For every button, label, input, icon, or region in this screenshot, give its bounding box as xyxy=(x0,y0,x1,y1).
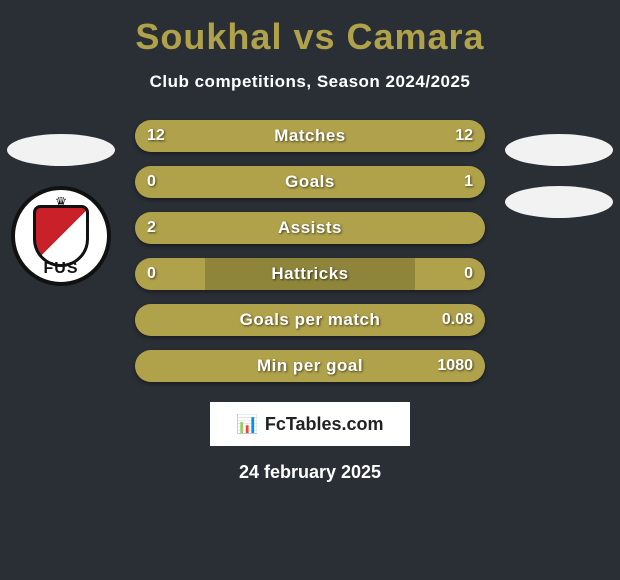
stat-label: Min per goal xyxy=(135,350,485,382)
stat-value-right: 0 xyxy=(464,258,473,290)
snapshot-date: 24 february 2025 xyxy=(0,462,620,483)
stat-value-right: 1080 xyxy=(437,350,473,382)
stat-row: 0Goals1 xyxy=(135,166,485,198)
stat-row: 0Hattricks0 xyxy=(135,258,485,290)
stats-area: ♛ FUS 12Matches120Goals12Assists0Hattric… xyxy=(0,120,620,382)
stat-row: 12Matches12 xyxy=(135,120,485,152)
stat-label: Goals xyxy=(135,166,485,198)
stat-row: Min per goal1080 xyxy=(135,350,485,382)
stat-value-right: 12 xyxy=(455,120,473,152)
stat-label: Matches xyxy=(135,120,485,152)
player-right-badges xyxy=(504,134,614,218)
stat-rows: 12Matches120Goals12Assists0Hattricks0Goa… xyxy=(135,120,485,382)
subtitle: Club competitions, Season 2024/2025 xyxy=(0,72,620,92)
placeholder-oval-icon xyxy=(505,134,613,166)
club-abbrev: FUS xyxy=(44,260,79,278)
brand-box[interactable]: 📊 FcTables.com xyxy=(210,402,410,446)
comparison-card: Soukhal vs Camara Club competitions, Sea… xyxy=(0,0,620,493)
brand-chart-icon: 📊 xyxy=(236,414,258,435)
shield-icon xyxy=(33,205,89,267)
stat-label: Goals per match xyxy=(135,304,485,336)
brand-text: FcTables.com xyxy=(265,414,384,435)
placeholder-oval-icon xyxy=(7,134,115,166)
page-title: Soukhal vs Camara xyxy=(0,16,620,58)
club-badge-left: ♛ FUS xyxy=(11,186,111,286)
stat-row: 2Assists xyxy=(135,212,485,244)
stat-value-right: 0.08 xyxy=(442,304,473,336)
player-left-badges: ♛ FUS xyxy=(6,134,116,286)
stat-label: Assists xyxy=(135,212,485,244)
placeholder-oval-icon xyxy=(505,186,613,218)
stat-value-right: 1 xyxy=(464,166,473,198)
stat-row: Goals per match0.08 xyxy=(135,304,485,336)
stat-label: Hattricks xyxy=(135,258,485,290)
